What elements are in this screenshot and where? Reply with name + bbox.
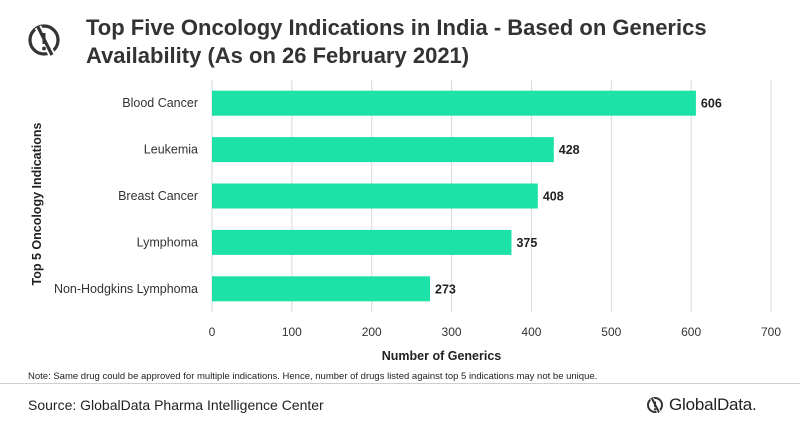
globaldata-logo-icon [28, 24, 60, 57]
chart-title: Top Five Oncology Indications in India -… [86, 15, 707, 68]
data-label: 428 [559, 143, 580, 157]
x-tick-label: 200 [362, 325, 382, 339]
brand-mark-icon [647, 397, 663, 414]
x-axis-title: Number of Generics [382, 349, 502, 363]
x-tick-label: 0 [209, 325, 216, 339]
y-axis-title: Top 5 Oncology Indications [30, 122, 44, 285]
category-label: Non-Hodgkins Lymphoma [54, 282, 198, 296]
data-label: 606 [701, 97, 722, 111]
bar [212, 183, 538, 209]
x-tick-label: 600 [681, 325, 701, 339]
data-label: 375 [516, 236, 537, 250]
brand-name: GlobalData. [669, 395, 757, 414]
bar [212, 229, 512, 255]
bar-chart: 0 100 200 300 400 500 600 700 Blood Cancer 606 Leu… [30, 80, 781, 363]
source-text: Source: GlobalData Pharma Intelligence C… [28, 397, 324, 413]
bar [212, 276, 431, 302]
brand-logo: GlobalData. [645, 394, 757, 416]
category-label: Blood Cancer [122, 96, 198, 110]
data-label: 273 [435, 282, 456, 296]
bar [212, 137, 554, 163]
category-label: Leukemia [144, 143, 198, 157]
x-tick-label: 700 [761, 325, 781, 339]
x-tick-label: 100 [282, 325, 302, 339]
category-label: Lymphoma [137, 235, 198, 249]
x-tick-label: 300 [442, 325, 462, 339]
bar [212, 90, 696, 116]
x-tick-label: 500 [601, 325, 621, 339]
footnote: Note: Same drug could be approved for mu… [28, 371, 598, 382]
x-tick-label: 400 [521, 325, 541, 339]
category-label: Breast Cancer [118, 189, 198, 203]
data-label: 408 [543, 190, 564, 204]
footer-divider [0, 383, 800, 384]
